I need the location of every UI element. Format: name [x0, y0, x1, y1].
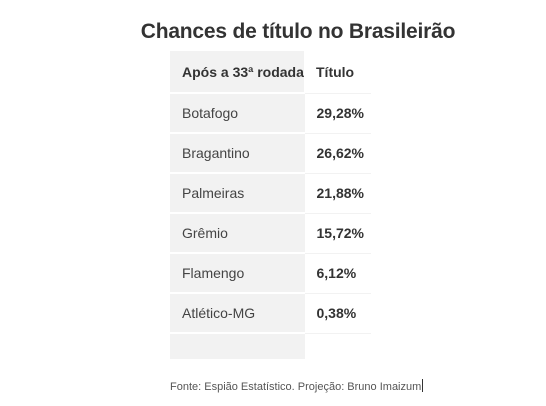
title-chance: 15,72% [303, 212, 371, 253]
table-row: Botafogo 29,28% [170, 92, 371, 133]
chances-table: Após a 33ª rodada Título Botafogo 29,28%… [170, 51, 371, 359]
column-header-title: Título [304, 51, 371, 93]
title-chance: 29,28% [303, 92, 371, 133]
table-row: Atlético-MG 0,38% [170, 292, 371, 333]
table-row: Flamengo 6,12% [170, 252, 371, 293]
team-name: Atlético-MG [170, 292, 304, 333]
column-header-round: Após a 33ª rodada [170, 51, 304, 93]
text-cursor [422, 379, 424, 392]
team-name: Flamengo [170, 252, 304, 293]
team-name: Bragantino [170, 132, 304, 173]
team-name: Grêmio [170, 212, 304, 253]
source-text: Fonte: Espião Estatístico. Projeção: Bru… [170, 381, 422, 393]
source-caption[interactable]: Fonte: Espião Estatístico. Projeção: Bru… [170, 379, 424, 393]
page-title: Chances de título no Brasileirão [140, 20, 456, 43]
title-chance: 21,88% [303, 172, 371, 213]
empty-table-row [170, 332, 371, 359]
table-header-row: Após a 33ª rodada Título [170, 51, 371, 93]
team-name: Palmeiras [170, 172, 304, 213]
table-row: Bragantino 26,62% [170, 132, 371, 173]
title-chance: 6,12% [303, 252, 371, 293]
title-chance: 26,62% [303, 132, 371, 173]
empty-cell [303, 332, 371, 359]
title-chance: 0,38% [303, 292, 371, 333]
empty-cell [170, 332, 304, 359]
table-row: Palmeiras 21,88% [170, 172, 371, 213]
team-name: Botafogo [170, 92, 304, 133]
table-row: Grêmio 15,72% [170, 212, 371, 253]
